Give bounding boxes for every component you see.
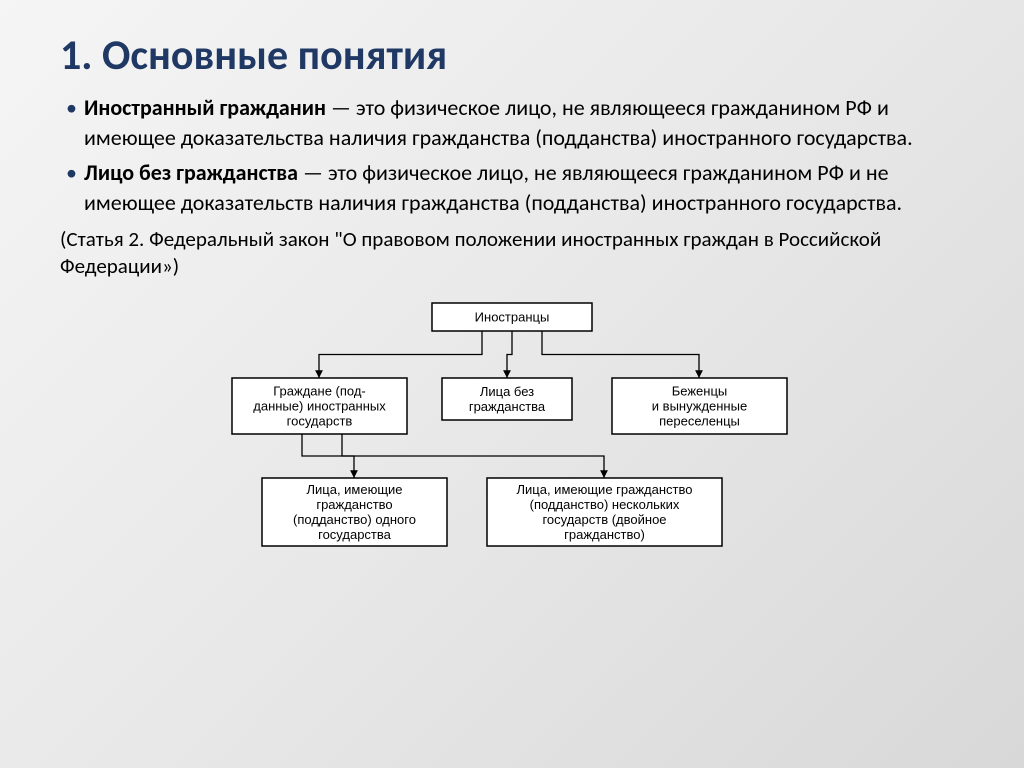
svg-text:(подданство) нескольких: (подданство) нескольких [530,497,680,512]
svg-text:государства: государства [318,527,392,542]
svg-text:Беженцы: Беженцы [672,384,728,399]
svg-text:данные) иностранных: данные) иностранных [253,399,386,414]
svg-text:гражданство): гражданство) [564,527,645,542]
svg-text:Лица без: Лица без [480,384,534,399]
svg-text:Иностранцы: Иностранцы [475,310,550,325]
svg-text:и вынужденные: и вынужденные [652,399,747,414]
diagram-svg: Иностранцы Граждане (под-данные) иностран… [202,298,822,558]
svg-text:государств (двойное: государств (двойное [542,512,666,527]
svg-text:Граждане (под-: Граждане (под- [273,384,366,399]
svg-text:гражданства: гражданства [469,399,546,414]
svg-text:Лица, имеющие гражданство: Лица, имеющие гражданство [516,482,692,497]
hierarchy-diagram: Иностранцы Граждане (под-данные) иностран… [60,298,964,558]
bullet-bold: Лицо без гражданства [84,159,298,186]
citation-text: (Статья 2. Федеральный закон "О правовом… [60,226,964,281]
bullet-item: Иностранный гражданин — это физическое л… [60,93,964,152]
svg-text:(подданство) одного: (подданство) одного [293,512,416,527]
bullet-bold: Иностранный гражданин [84,94,326,121]
svg-text:государств: государств [287,414,353,429]
bullet-list: Иностранный гражданин — это физическое л… [60,93,964,218]
svg-text:Лица, имеющие: Лица, имеющие [306,482,402,497]
bullet-item: Лицо без гражданства — это физическое ли… [60,158,964,217]
svg-text:гражданство: гражданство [316,497,392,512]
svg-text:переселенцы: переселенцы [659,414,740,429]
slide-title: 1. Основные понятия [60,30,964,81]
